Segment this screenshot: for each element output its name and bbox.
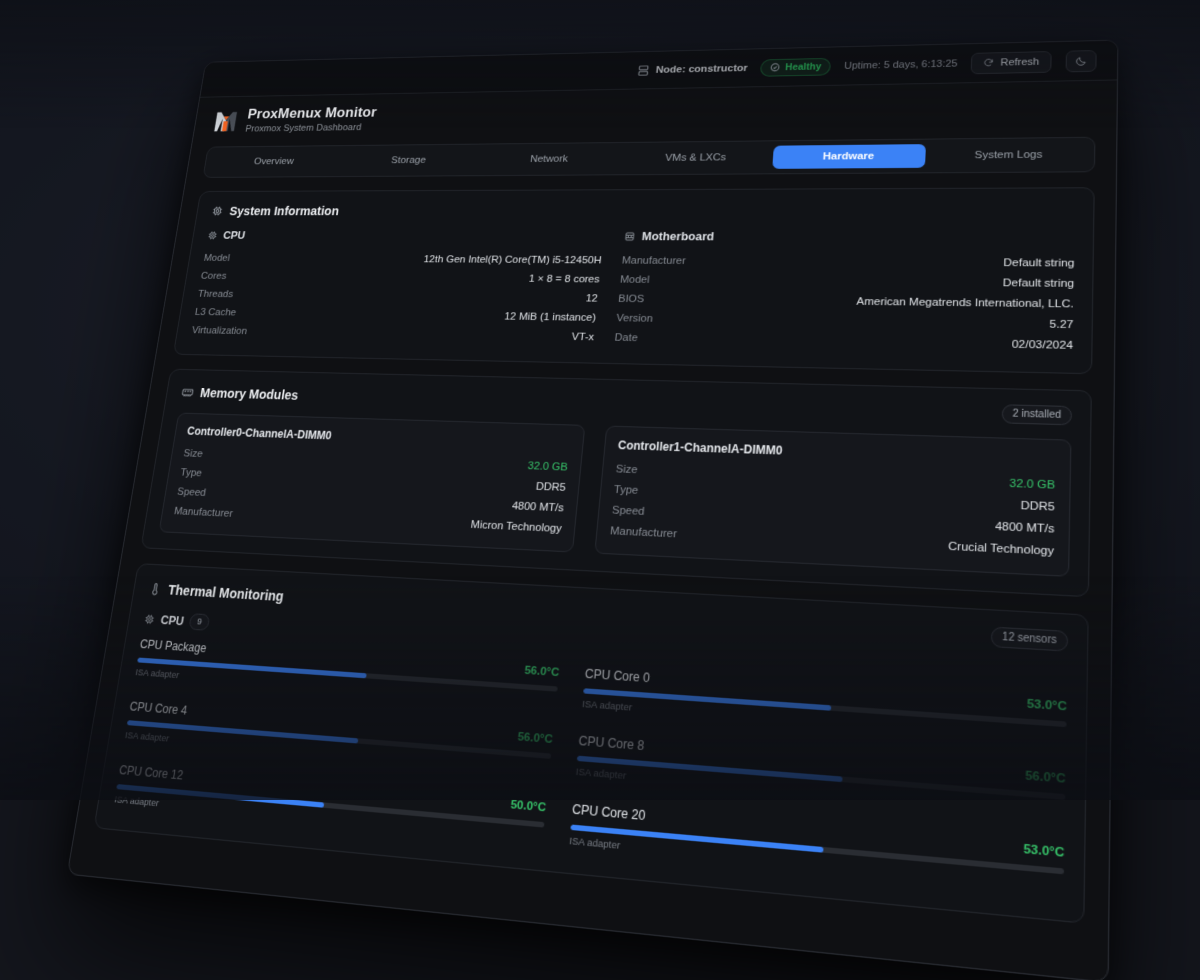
row-value: 12th Gen Intel(R) Core(TM) i5-12450H	[423, 254, 602, 266]
row-value: VT-x	[571, 331, 594, 342]
node-label: Node: constructor	[655, 63, 748, 75]
cpu-chip-icon	[207, 230, 219, 240]
tab-network[interactable]: Network	[478, 147, 620, 171]
thermal-monitoring-card: Thermal Monitoring 12 sensors CPU 9	[93, 563, 1088, 924]
row-value: 4800 MT/s	[511, 500, 564, 514]
refresh-button[interactable]: Refresh	[971, 51, 1052, 74]
row-key: Size	[615, 463, 638, 475]
status-badge: Healthy	[760, 57, 831, 76]
moon-icon	[1075, 55, 1087, 66]
page-title: ProxMenux Monitor	[246, 105, 377, 123]
sensor-value: 53.0°C	[1027, 698, 1067, 714]
row-key: Manufacturer	[610, 525, 678, 540]
server-icon	[636, 64, 650, 76]
tab-storage[interactable]: Storage	[341, 149, 478, 172]
sensor-value: 50.0°C	[510, 799, 547, 815]
row-key: Virtualization	[191, 325, 248, 336]
row-key: Model	[620, 274, 650, 285]
memory-count-badge: 2 installed	[1002, 404, 1072, 425]
thermal-group-title: CPU	[160, 613, 185, 628]
sensor-name: CPU Package	[139, 638, 207, 656]
row-key: Type	[180, 467, 203, 479]
row-key: Version	[616, 312, 653, 324]
sensor-name: CPU Core 20	[571, 802, 645, 824]
tab-overview[interactable]: Overview	[208, 150, 340, 173]
check-circle-icon	[770, 62, 781, 72]
sensor-value: 56.0°C	[1025, 770, 1066, 787]
cpu-group-title: CPU	[222, 230, 246, 242]
proxmenux-m-logo	[212, 109, 240, 134]
system-information-header: System Information	[211, 202, 1076, 217]
motherboard-info-group: Motherboard Manufacturer Default string …	[614, 230, 1075, 356]
row-value: 02/03/2024	[1012, 338, 1074, 351]
row-key: Speed	[611, 504, 645, 517]
row-value: American Megatrends International, LLC.	[856, 296, 1074, 310]
status-badge-label: Healthy	[785, 61, 822, 72]
screen-background: Node: constructor Healthy Uptime: 5 days…	[0, 0, 1200, 800]
row-key: Type	[613, 484, 638, 497]
memory-modules-card: Memory Modules 2 installed Controller0-C…	[140, 369, 1091, 598]
row-value: Default string	[1003, 257, 1074, 269]
tab-hardware[interactable]: Hardware	[772, 144, 926, 169]
row-value: 5.27	[1049, 318, 1073, 330]
sensor-name: CPU Core 0	[584, 667, 650, 686]
row-key: BIOS	[618, 293, 645, 304]
row-value: 4800 MT/s	[995, 520, 1055, 535]
memory-module-item: Controller1-ChannelA-DIMM0 Size 32.0 GB …	[594, 426, 1071, 577]
main-content: System Information CPU	[71, 172, 1116, 963]
row-value: Crucial Technology	[948, 540, 1054, 557]
row-key: Manufacturer	[621, 255, 686, 266]
thermal-group-badge: 9	[189, 613, 210, 631]
uptime-label: Uptime: 5 days, 6:13:25	[844, 58, 958, 71]
row-value: 32.0 GB	[527, 460, 568, 473]
sensor-value: 56.0°C	[524, 665, 560, 680]
motherboard-group-title: Motherboard	[641, 230, 714, 243]
row-key: Cores	[200, 271, 227, 282]
row-value: 12	[585, 293, 598, 304]
sensor-value: 53.0°C	[1023, 843, 1064, 861]
row-key: Manufacturer	[173, 505, 233, 519]
node-indicator: Node: constructor	[636, 62, 748, 76]
tab-bar: Overview Storage Network VMs & LXCs Hard…	[203, 137, 1096, 178]
refresh-icon	[983, 58, 994, 68]
cpu-group-header: CPU	[207, 229, 605, 242]
row-key: L3 Cache	[194, 307, 237, 318]
sensor-count-badge: 12 sensors	[991, 627, 1068, 652]
row-value: 12 MiB (1 instance)	[504, 311, 597, 323]
row-key: Date	[614, 332, 638, 344]
row-value: Default string	[1003, 277, 1075, 289]
row-value: Micron Technology	[470, 519, 562, 535]
refresh-label: Refresh	[1000, 56, 1039, 68]
row-key: Threads	[197, 289, 234, 300]
thermometer-icon	[148, 581, 162, 595]
system-information-title: System Information	[229, 204, 340, 218]
cpu-chip-icon	[211, 205, 224, 217]
row-key: Model	[203, 253, 231, 263]
cpu-chip-icon	[143, 613, 155, 625]
row-value: DDR5	[535, 481, 566, 494]
tab-vms-lxcs[interactable]: VMs & LXCs	[622, 146, 770, 170]
row-key: Size	[183, 448, 204, 460]
row-value: DDR5	[1020, 499, 1055, 513]
circuit-board-icon	[624, 231, 636, 242]
sensor-name: CPU Core 12	[118, 763, 184, 783]
system-information-card: System Information CPU	[173, 187, 1095, 374]
page-subtitle: Proxmox System Dashboard	[245, 122, 376, 134]
sensor-name: CPU Core 8	[578, 734, 645, 754]
cpu-info-group: CPU Model 12th Gen Intel(R) Core(TM) i5-…	[191, 229, 605, 346]
tab-system-logs[interactable]: System Logs	[929, 142, 1089, 167]
memory-modules-title: Memory Modules	[199, 385, 299, 402]
row-key: Speed	[176, 486, 206, 498]
memory-stick-icon	[181, 385, 195, 398]
theme-toggle-button[interactable]	[1066, 50, 1097, 72]
sensor-value: 56.0°C	[517, 731, 553, 746]
row-value: 32.0 GB	[1009, 477, 1055, 491]
thermal-monitoring-title: Thermal Monitoring	[167, 582, 285, 604]
dashboard-window: Node: constructor Healthy Uptime: 5 days…	[67, 40, 1119, 980]
memory-module-item: Controller0-ChannelA-DIMM0 Size 32.0 GB …	[159, 413, 586, 553]
motherboard-group-header: Motherboard	[624, 230, 1076, 244]
sensor-name: CPU Core 4	[129, 700, 188, 718]
row-value: 1 × 8 = 8 cores	[528, 273, 600, 284]
